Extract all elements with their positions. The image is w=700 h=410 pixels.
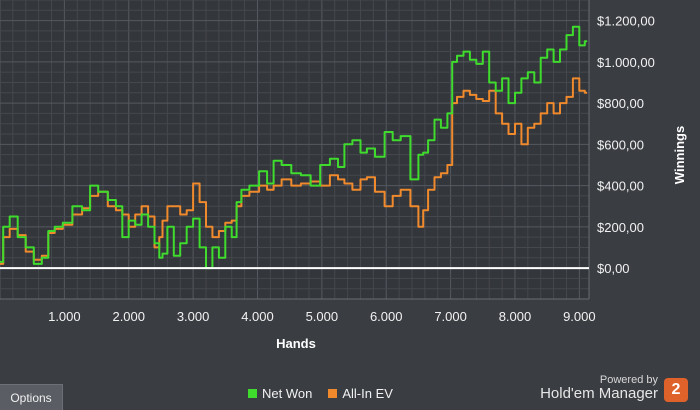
grid [0,0,590,300]
y-tick-label: $0,00 [597,261,630,276]
legend: Net Won All-In EV [248,386,393,401]
y-tick-label: $400,00 [597,179,644,194]
series-line-net-won [0,25,588,270]
x-tick-label: 6.000 [370,309,403,324]
options-button[interactable]: Options [0,384,63,410]
y-tick-label: $600,00 [597,137,644,152]
brand-logo-icon: 2 [664,378,688,402]
y-tick-label: $200,00 [597,220,644,235]
legend-label-all-in-ev: All-In EV [342,386,393,401]
legend-label-net-won: Net Won [262,386,313,401]
legend-item-net-won[interactable]: Net Won [248,386,312,401]
x-tick-label: 9.000 [563,309,596,324]
legend-swatch-net-won [248,389,257,398]
y-tick-label: $1.000,00 [597,55,655,70]
y-tick-label: $800,00 [597,96,644,111]
series-lines [0,25,588,270]
x-axis-title: Hands [276,336,316,351]
powered-by-text: Powered by [599,374,658,386]
y-tick-label: $1.200,00 [597,14,655,29]
y-axis-title: Winnings [672,126,687,184]
brand-name: Hold'em Manager [540,385,658,402]
x-tick-label: 1.000 [48,309,81,324]
x-tick-label: 5.000 [306,309,339,324]
x-tick-label: 2.000 [112,309,145,324]
y-ticks: $0,00 $200,00 $400,00 $600,00 $800,00 $1.000,… [597,14,655,276]
x-ticks: 1.000 2.000 3.000 4.000 5.000 6.000 7.000 8.000… [48,309,596,324]
x-tick-label: 7.000 [434,309,467,324]
legend-swatch-all-in-ev [328,389,338,398]
x-tick-label: 3.000 [177,309,210,324]
x-tick-label: 4.000 [241,309,274,324]
plot-area [0,0,589,299]
series-line-all-in-ev [0,77,588,265]
x-tick-label: 8.000 [499,309,532,324]
legend-item-all-in-ev[interactable]: All-In EV [328,386,393,401]
